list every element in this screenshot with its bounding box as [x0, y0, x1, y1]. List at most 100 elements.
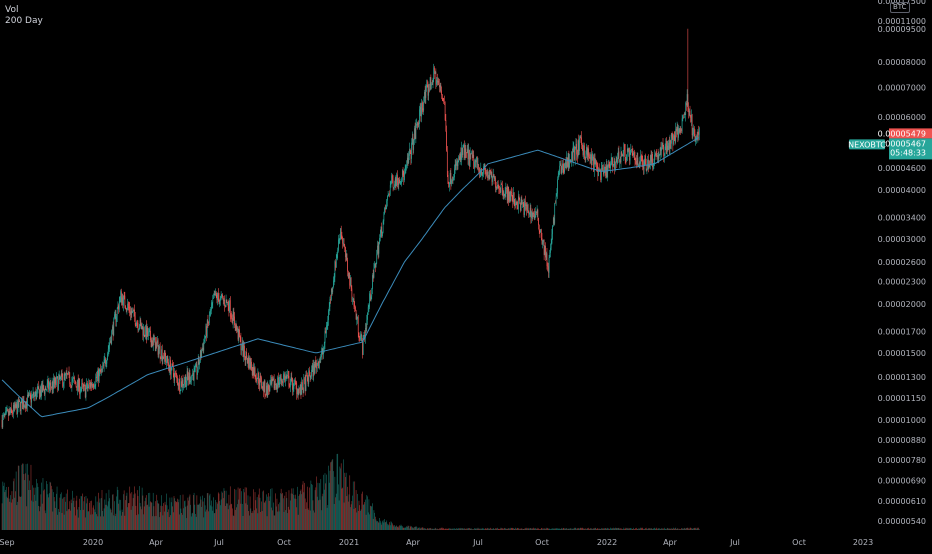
candle-body: [483, 166, 484, 173]
candle-body: [236, 325, 238, 331]
volume-bar: [502, 528, 504, 530]
volume-bar: [441, 527, 442, 530]
candle-body: [89, 383, 91, 388]
candle-body: [369, 293, 371, 301]
candle-body: [337, 250, 339, 255]
volume-bar: [267, 496, 269, 530]
volume-legend-label[interactable]: Vol: [5, 5, 19, 15]
volume-bar: [572, 529, 573, 530]
candle-body: [439, 85, 441, 88]
candle-body: [350, 277, 352, 289]
volume-bar: [89, 501, 91, 530]
candle-body: [50, 382, 52, 387]
candle-body: [13, 405, 15, 409]
volume-bar: [307, 508, 309, 530]
volume-bar: [612, 527, 614, 530]
candle-body: [277, 377, 278, 389]
volume-bar: [511, 527, 512, 530]
volume-bar: [65, 493, 67, 530]
candle-body: [646, 169, 648, 171]
volume-bar: [456, 528, 457, 530]
volume-bar: [401, 526, 403, 530]
candle-body: [127, 303, 128, 310]
time-axis[interactable]: Sep 2020 Apr Jul Oct 2021 Apr Jul Oct 2022 Apr Jul O…: [0, 538, 873, 547]
volume-bar: [110, 509, 112, 530]
candle-body: [647, 159, 649, 169]
volume-bar: [248, 511, 250, 530]
candle-body: [285, 376, 286, 382]
symbol-badge[interactable]: [849, 139, 885, 150]
volume-bar: [430, 527, 432, 530]
candle-body: [44, 389, 45, 395]
candle-body: [102, 365, 104, 369]
volume-bar: [355, 490, 357, 530]
candle-body: [318, 361, 319, 369]
candle-body: [190, 380, 191, 383]
candle-body: [193, 367, 195, 381]
candle-body: [445, 119, 447, 132]
candle-body: [434, 67, 435, 74]
candle-body: [691, 114, 693, 136]
candle-body: [395, 178, 397, 187]
volume-bar: [50, 482, 52, 530]
volume-bar: [130, 493, 131, 530]
candle-body: [343, 243, 345, 246]
candle-body: [657, 155, 658, 157]
candle-body: [229, 300, 230, 312]
volume-bar: [280, 493, 281, 530]
volume-bar: [101, 489, 103, 530]
volume-bar: [71, 503, 73, 530]
volume-bar: [613, 528, 615, 530]
volume-bar: [4, 492, 6, 530]
candle-body: [483, 164, 485, 167]
candle-body: [144, 334, 146, 337]
candle-body: [21, 398, 23, 402]
candle-body: [19, 400, 21, 402]
candle-body: [657, 155, 659, 159]
volume-bar: [659, 529, 661, 530]
candle-body: [673, 135, 674, 145]
volume-bar: [619, 528, 621, 530]
volume-bar: [41, 503, 43, 530]
volume-bar: [442, 528, 444, 530]
volume-bar: [536, 528, 537, 530]
volume-bar: [152, 516, 153, 530]
volume-bar: [122, 512, 124, 530]
last-price-badge[interactable]: [889, 128, 932, 139]
candle-body: [311, 369, 312, 377]
volume-bar: [598, 528, 599, 530]
currency-badge[interactable]: BTC: [890, 2, 910, 13]
volume-bar: [107, 501, 109, 530]
x-tick-label: 2023: [853, 538, 873, 547]
candle-body: [392, 180, 394, 188]
candle-body: [261, 377, 262, 387]
volume-bar: [99, 498, 101, 530]
candle-body: [515, 201, 517, 204]
volume-bars: [1, 453, 700, 530]
candle-body: [32, 394, 33, 396]
current-price-badge[interactable]: [889, 138, 932, 160]
candle-body: [58, 378, 59, 390]
volume-bar: [474, 528, 476, 530]
candle-body: [459, 153, 461, 160]
candle-body: [232, 317, 233, 324]
candle-body: [224, 299, 225, 307]
volume-bar: [463, 528, 465, 530]
candle-body: [94, 385, 96, 387]
volume-bar: [656, 527, 658, 530]
candle-body: [564, 162, 566, 164]
price-axis[interactable]: 0.000175000.000110000.000095000.00008000…: [878, 0, 926, 526]
ma200-legend-label[interactable]: 200 Day: [5, 16, 43, 26]
volume-bar: [392, 523, 393, 530]
candle-body: [678, 128, 679, 138]
candle-body: [508, 186, 509, 202]
volume-bar: [234, 509, 236, 530]
candle-body: [313, 363, 315, 377]
volume-bar: [65, 501, 66, 530]
volume-bar: [68, 509, 70, 530]
volume-bar: [73, 497, 75, 530]
volume-bar: [304, 498, 306, 530]
volume-bar: [532, 528, 534, 530]
